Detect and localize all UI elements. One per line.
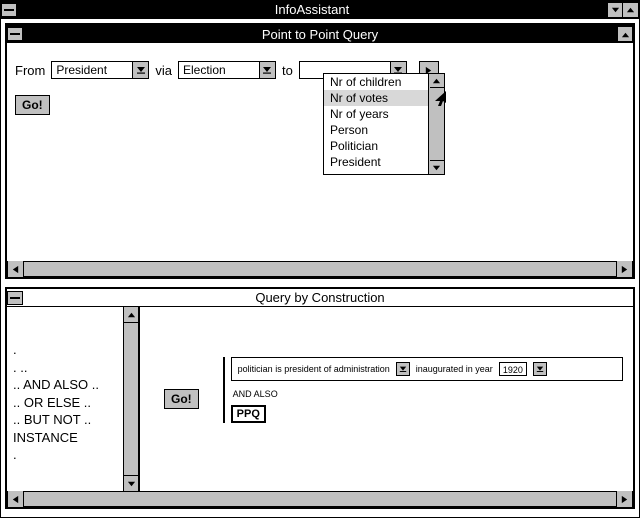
via-dropdown-button[interactable]: [259, 62, 275, 78]
from-label: From: [15, 63, 45, 78]
scroll-up-button[interactable]: [430, 74, 444, 88]
list-item[interactable]: .: [13, 341, 119, 359]
clause1-text: politician is president of administratio…: [238, 364, 390, 374]
qbc-hscrollbar[interactable]: [7, 491, 633, 507]
from-combo[interactable]: President: [51, 61, 149, 79]
scroll-up-button[interactable]: [124, 307, 138, 323]
scroll-track[interactable]: [24, 492, 616, 506]
scroll-track[interactable]: [24, 262, 616, 276]
list-item[interactable]: . ..: [13, 359, 119, 377]
qbc-panel: Query by Construction . . .. .. AND ALSO…: [5, 287, 635, 509]
dropdown-option[interactable]: Politician: [324, 138, 428, 154]
dropdown-option[interactable]: Person: [324, 122, 428, 138]
list-item[interactable]: .. BUT NOT ..: [13, 411, 119, 429]
list-item[interactable]: INSTANCE: [13, 429, 119, 447]
scroll-right-button[interactable]: [616, 491, 632, 507]
qbc-title: Query by Construction: [23, 290, 617, 305]
from-dropdown-button[interactable]: [132, 62, 148, 78]
ptp-title: Point to Point Query: [23, 27, 617, 42]
qbc-clause-row: politician is president of administratio…: [231, 357, 623, 381]
app-sysmenu-button[interactable]: [1, 3, 17, 17]
scroll-down-button[interactable]: [124, 475, 138, 491]
clause2-dropdown-button[interactable]: [533, 362, 547, 376]
qbc-sysmenu-button[interactable]: [7, 291, 23, 305]
ptp-titlebar: Point to Point Query: [7, 25, 633, 43]
list-item[interactable]: .. OR ELSE ..: [13, 394, 119, 412]
qbc-construct-area: politician is president of administratio…: [223, 307, 633, 491]
qbc-go-button[interactable]: Go!: [164, 389, 199, 409]
to-dropdown-list[interactable]: Nr of children Nr of votes Nr of years P…: [323, 73, 445, 175]
app-minimize-button[interactable]: [607, 2, 623, 18]
dropdown-option[interactable]: Nr of children: [324, 74, 428, 90]
dropdown-option[interactable]: Nr of votes: [324, 90, 428, 106]
clause1-dropdown-button[interactable]: [396, 362, 410, 376]
list-item[interactable]: .. AND ALSO ..: [13, 376, 119, 394]
via-combo[interactable]: Election: [178, 61, 276, 79]
via-value: Election: [179, 62, 259, 78]
ppq-box[interactable]: PPQ: [231, 405, 266, 423]
scroll-down-button[interactable]: [430, 160, 444, 174]
clause2-label: inaugurated in year: [416, 364, 493, 374]
ptp-restore-button[interactable]: [617, 26, 633, 42]
connector-text: AND ALSO: [233, 389, 623, 399]
to-label: to: [282, 63, 293, 78]
app-titlebar: InfoAssistant: [1, 1, 639, 19]
dropdown-option[interactable]: President: [324, 154, 428, 170]
ptp-query-row: From President via Election to: [15, 61, 625, 79]
clause2-value[interactable]: 1920: [499, 362, 527, 376]
ptp-hscrollbar[interactable]: [7, 261, 633, 277]
ptp-go-button[interactable]: Go!: [15, 95, 50, 115]
ptp-panel: Point to Point Query From President via …: [5, 23, 635, 279]
scroll-left-button[interactable]: [8, 491, 24, 507]
qbc-operator-list[interactable]: . . .. .. AND ALSO .. .. OR ELSE .. .. B…: [7, 307, 123, 491]
from-value: President: [52, 62, 132, 78]
ptp-sysmenu-button[interactable]: [7, 27, 23, 41]
app-title: InfoAssistant: [17, 2, 607, 17]
list-item[interactable]: .: [13, 446, 119, 464]
app-maximize-button[interactable]: [623, 2, 639, 18]
via-label: via: [155, 63, 172, 78]
dropdown-scrollbar[interactable]: [428, 74, 444, 174]
qbc-left-vscrollbar[interactable]: [123, 307, 139, 491]
scroll-right-button[interactable]: [616, 261, 632, 277]
dropdown-option[interactable]: Nr of years: [324, 106, 428, 122]
scroll-left-button[interactable]: [8, 261, 24, 277]
